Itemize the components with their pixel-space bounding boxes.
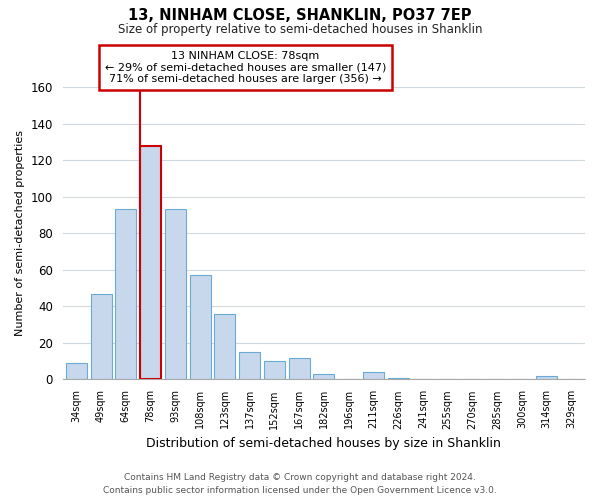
- Text: Contains HM Land Registry data © Crown copyright and database right 2024.
Contai: Contains HM Land Registry data © Crown c…: [103, 473, 497, 495]
- Bar: [363, 372, 384, 380]
- Bar: [239, 352, 260, 380]
- Bar: [388, 378, 409, 380]
- Bar: [214, 314, 235, 380]
- Bar: [313, 374, 334, 380]
- Text: 13, NINHAM CLOSE, SHANKLIN, PO37 7EP: 13, NINHAM CLOSE, SHANKLIN, PO37 7EP: [128, 8, 472, 22]
- Bar: [140, 146, 161, 380]
- Bar: [289, 358, 310, 380]
- Text: Size of property relative to semi-detached houses in Shanklin: Size of property relative to semi-detach…: [118, 22, 482, 36]
- Y-axis label: Number of semi-detached properties: Number of semi-detached properties: [15, 130, 25, 336]
- X-axis label: Distribution of semi-detached houses by size in Shanklin: Distribution of semi-detached houses by …: [146, 437, 501, 450]
- Bar: [66, 363, 87, 380]
- Bar: [264, 361, 285, 380]
- Bar: [190, 276, 211, 380]
- Bar: [536, 376, 557, 380]
- Bar: [165, 210, 186, 380]
- Bar: [91, 294, 112, 380]
- Text: 13 NINHAM CLOSE: 78sqm
← 29% of semi-detached houses are smaller (147)
71% of se: 13 NINHAM CLOSE: 78sqm ← 29% of semi-det…: [105, 51, 386, 84]
- Bar: [115, 210, 136, 380]
